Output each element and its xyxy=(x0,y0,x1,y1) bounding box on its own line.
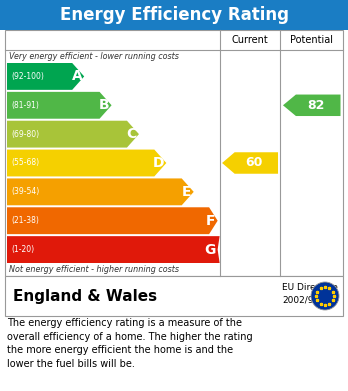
Text: (81-91): (81-91) xyxy=(11,101,39,110)
Text: Current: Current xyxy=(232,35,268,45)
Text: (69-80): (69-80) xyxy=(11,130,39,139)
Text: (39-54): (39-54) xyxy=(11,187,39,196)
Polygon shape xyxy=(7,207,218,234)
Polygon shape xyxy=(283,95,340,116)
Polygon shape xyxy=(7,63,84,90)
Text: Very energy efficient - lower running costs: Very energy efficient - lower running co… xyxy=(9,52,179,61)
Text: (1-20): (1-20) xyxy=(11,245,34,254)
Text: B: B xyxy=(99,98,110,112)
Text: (55-68): (55-68) xyxy=(11,158,39,167)
Circle shape xyxy=(311,282,339,310)
Bar xyxy=(5,30,343,276)
Polygon shape xyxy=(7,178,194,205)
Text: G: G xyxy=(204,242,216,256)
Polygon shape xyxy=(222,152,278,174)
Bar xyxy=(0,0,348,30)
Text: E: E xyxy=(182,185,192,199)
Text: 60: 60 xyxy=(246,156,263,170)
Text: D: D xyxy=(153,156,164,170)
Text: (21-38): (21-38) xyxy=(11,216,39,225)
Text: F: F xyxy=(206,214,216,228)
Polygon shape xyxy=(7,121,139,147)
Text: C: C xyxy=(127,127,137,141)
Text: The energy efficiency rating is a measure of the
overall efficiency of a home. T: The energy efficiency rating is a measur… xyxy=(7,318,253,369)
Polygon shape xyxy=(7,150,166,176)
Text: England & Wales: England & Wales xyxy=(13,289,157,303)
Text: A: A xyxy=(71,70,82,83)
Text: Energy Efficiency Rating: Energy Efficiency Rating xyxy=(60,6,288,24)
Text: Not energy efficient - higher running costs: Not energy efficient - higher running co… xyxy=(9,265,179,274)
Bar xyxy=(5,276,343,316)
Text: EU Directive
2002/91/EC: EU Directive 2002/91/EC xyxy=(283,283,338,305)
Text: (92-100): (92-100) xyxy=(11,72,44,81)
Text: 82: 82 xyxy=(307,99,325,112)
Text: Potential: Potential xyxy=(290,35,333,45)
Polygon shape xyxy=(7,236,220,263)
Polygon shape xyxy=(7,92,112,119)
